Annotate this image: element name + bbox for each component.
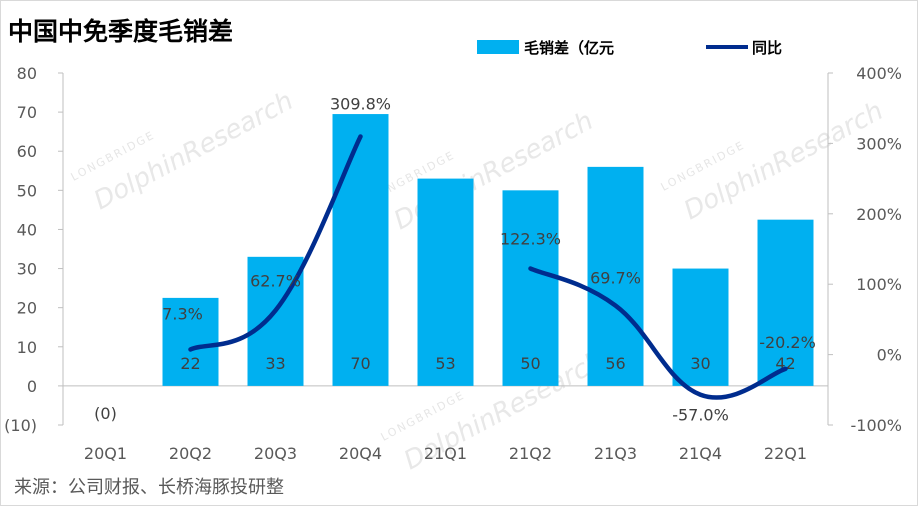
- bar: [672, 268, 729, 386]
- bar-value-label: 53: [435, 354, 455, 373]
- legend-bar-label: 毛销差（亿元: [524, 39, 614, 57]
- yoy-value-label: 7.3%: [162, 304, 203, 323]
- y-left-tick-label: 60: [17, 142, 37, 161]
- bar-value-label: 50: [520, 354, 540, 373]
- axes: (10) 0 10 20 30 40 50 60 70 80 -100% 0% 100% 200% 300%…: [4, 64, 902, 463]
- bar: [587, 166, 644, 386]
- yoy-line: [188, 134, 363, 352]
- bar-value-label: (0): [94, 404, 117, 423]
- y-left-tick-label: 50: [17, 181, 37, 200]
- line-labels: 7.3% 62.7% 309.8% 122.3% 69.7% -57.0% -20.2%: [162, 95, 816, 425]
- y-right-tick-label: 200%: [856, 205, 902, 224]
- y-right-tick-label: 100%: [856, 275, 902, 294]
- x-tick-label: 21Q4: [679, 444, 722, 463]
- y-left-tick-label: (10): [4, 416, 37, 435]
- y-left-tick-label: 40: [17, 220, 37, 239]
- bar: [332, 114, 389, 386]
- y-right-tick-label: -100%: [850, 416, 902, 435]
- yoy-value-label: 309.8%: [330, 95, 391, 114]
- yoy-value-label: 69.7%: [590, 269, 641, 288]
- bar-value-label: 33: [265, 354, 285, 373]
- bar-value-label: 42: [775, 354, 795, 373]
- yoy-value-label: -20.2%: [759, 333, 816, 352]
- line-series: [188, 134, 788, 400]
- bar-series: [162, 114, 814, 386]
- bar-value-label: 22: [180, 354, 200, 373]
- bar: [502, 190, 559, 386]
- legend-line-label: 同比: [752, 39, 782, 57]
- y-left-tick-label: 80: [17, 64, 37, 83]
- yoy-line: [528, 266, 788, 400]
- y-left-tick-label: 10: [17, 338, 37, 357]
- x-tick-label: 21Q3: [594, 444, 637, 463]
- bar: [757, 219, 814, 386]
- x-tick-label: 20Q1: [84, 444, 127, 463]
- legend: 毛销差（亿元 同比: [477, 39, 782, 57]
- yoy-value-label: -57.0%: [672, 406, 729, 425]
- bar-value-label: 56: [605, 354, 625, 373]
- y-left-tick-label: 30: [17, 260, 37, 279]
- y-right-tick-label: 0%: [877, 346, 902, 365]
- source-note: 来源：公司财报、长桥海豚投研整: [14, 477, 284, 498]
- x-tick-label: 20Q3: [254, 444, 297, 463]
- x-tick-label: 22Q1: [764, 444, 807, 463]
- legend-bar-swatch: [477, 40, 519, 54]
- bar: [162, 297, 219, 386]
- chart-title: 中国中免季度毛销差: [8, 17, 234, 46]
- bar-value-label: 70: [350, 354, 370, 373]
- yoy-value-label: 122.3%: [500, 230, 561, 249]
- y-left-tick-label: 70: [17, 103, 37, 122]
- bar-value-label: 30: [690, 354, 710, 373]
- bar: [417, 178, 474, 386]
- y-left-tick-label: 20: [17, 299, 37, 318]
- y-right-tick-label: 300%: [856, 134, 902, 153]
- x-tick-label: 20Q4: [339, 444, 382, 463]
- x-tick-label: 21Q2: [509, 444, 552, 463]
- yoy-value-label: 62.7%: [250, 271, 301, 290]
- x-tick-label: 21Q1: [424, 444, 467, 463]
- x-tick-label: 20Q2: [169, 444, 212, 463]
- bar-labels: (0) 22 33 70 53 50 56 30 42: [94, 354, 796, 423]
- y-right-tick-label: 400%: [856, 64, 902, 83]
- y-left-tick-label: 0: [27, 377, 37, 396]
